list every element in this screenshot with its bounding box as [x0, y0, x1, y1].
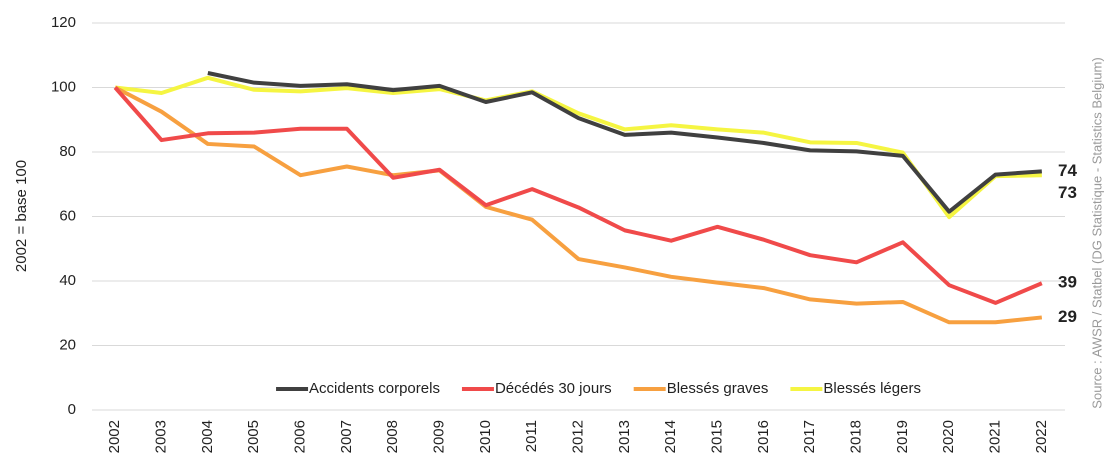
x-tick-label: 2014	[662, 420, 679, 453]
x-tick-label: 2003	[152, 420, 169, 453]
x-tick-label: 2005	[245, 420, 262, 453]
x-tick-label: 2002	[106, 420, 123, 453]
x-tick-label: 2006	[291, 420, 308, 453]
y-axis-label: 2002 = base 100	[13, 160, 30, 272]
x-tick-label: 2007	[338, 420, 355, 453]
x-tick-label: 2011	[523, 420, 540, 452]
source-note: Source : AWSR / Statbel (DG Statistique …	[1089, 57, 1104, 408]
x-tick-label: 2015	[708, 420, 725, 453]
x-tick-label: 2004	[199, 420, 216, 453]
x-tick-label: 2009	[430, 420, 447, 453]
series-line	[114, 85, 1043, 325]
series-line	[114, 75, 1042, 220]
series-line	[113, 86, 1043, 305]
end-label: 74	[1058, 161, 1077, 180]
legend-label: Accidents corporels	[309, 380, 440, 397]
x-tick-label: 2010	[477, 420, 494, 453]
x-tick-label: 2017	[801, 420, 818, 453]
y-tick-label: 0	[68, 401, 76, 418]
x-tick-label: 2020	[940, 420, 957, 453]
x-tick-label: 2008	[384, 420, 401, 453]
y-tick-label: 80	[59, 143, 76, 160]
x-tick-label: 2013	[616, 420, 633, 453]
legend-label: Blessés graves	[667, 380, 769, 397]
end-label: 29	[1058, 307, 1077, 326]
x-tick-label: 2016	[755, 420, 772, 453]
y-tick-label: 60	[59, 207, 76, 224]
x-tick-label: 2019	[894, 420, 911, 453]
legend: Accidents corporels Décédés 30 jours Bless…	[276, 380, 921, 397]
legend-label: Blessés légers	[823, 380, 921, 397]
x-tick-label: 2018	[847, 420, 864, 453]
x-tick-label: 2022	[1033, 420, 1050, 453]
y-tick-label: 20	[59, 336, 76, 353]
x-tick-label: 2021	[986, 420, 1003, 453]
end-label: 73	[1058, 183, 1077, 202]
legend-label: Décédés 30 jours	[495, 380, 612, 397]
y-tick-label: 100	[51, 78, 76, 95]
end-label: 39	[1058, 273, 1077, 292]
y-tick-label: 40	[59, 272, 76, 289]
y-tick-label: 120	[51, 14, 76, 31]
x-tick-label: 2012	[569, 420, 586, 453]
series-line	[207, 71, 1042, 214]
